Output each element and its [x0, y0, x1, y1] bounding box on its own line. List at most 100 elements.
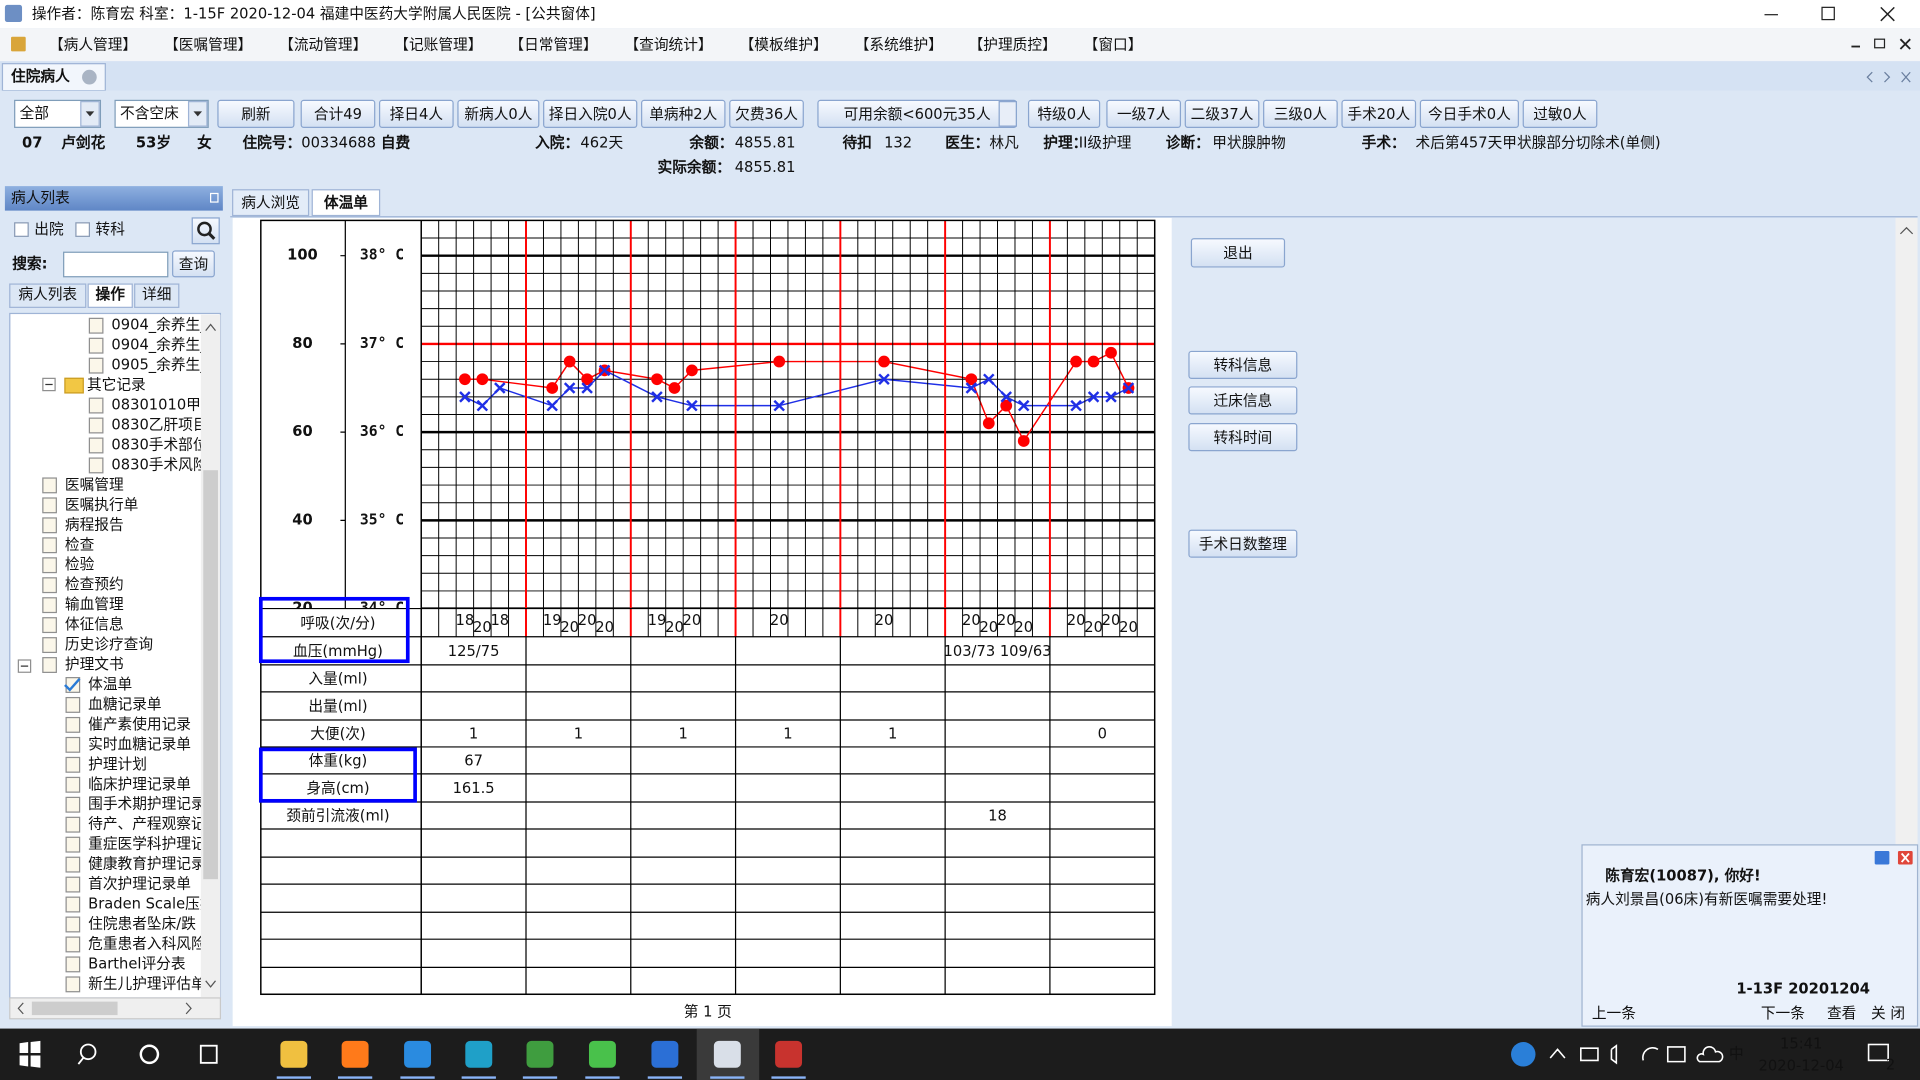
- checkbox[interactable]: [14, 222, 29, 237]
- tree-item[interactable]: 输血管理: [65, 596, 124, 613]
- toolbar-button-label[interactable]: 二级37人: [1191, 106, 1254, 123]
- clock-time[interactable]: 15:41: [1780, 1035, 1822, 1052]
- taskbar-app[interactable]: [465, 1040, 493, 1068]
- toolbar-button-label[interactable]: 合计49: [314, 106, 362, 123]
- task-view-button[interactable]: [199, 1044, 218, 1064]
- toolbar-button[interactable]: [1341, 99, 1417, 128]
- menu-item[interactable]: 【日常管理】: [509, 36, 597, 53]
- tree-item[interactable]: 检查预约: [65, 576, 124, 593]
- toolbar-button[interactable]: [1419, 99, 1519, 128]
- sidebar-tab-label[interactable]: 操作: [96, 285, 126, 303]
- toolbar-button[interactable]: [217, 99, 295, 128]
- menu-item[interactable]: 【记账管理】: [394, 36, 482, 53]
- toolbar-button-label[interactable]: 今日手术0人: [1428, 106, 1511, 123]
- tree-item[interactable]: 围手术期护理记录: [88, 796, 206, 813]
- action-button-label[interactable]: 转科时间: [1213, 429, 1272, 446]
- menu-item[interactable]: 【模板维护】: [740, 35, 828, 53]
- menu-item[interactable]: 【医嘱管理】: [164, 36, 252, 53]
- clock-date[interactable]: 2020-12-04: [1759, 1058, 1844, 1075]
- main-tab-label[interactable]: 体温单: [324, 193, 368, 211]
- tree-item[interactable]: 病程报告: [65, 516, 124, 533]
- tree-item[interactable]: 0830手术部位: [111, 436, 207, 453]
- taskbar-app[interactable]: [526, 1040, 554, 1068]
- tree-item[interactable]: 待产、产程观察记: [88, 815, 206, 833]
- checkbox-label[interactable]: 出院: [34, 220, 64, 238]
- action-button-label[interactable]: 转科信息: [1213, 357, 1272, 374]
- tree-item[interactable]: 其它记录: [87, 376, 146, 394]
- tree-item[interactable]: 0904_余养生_: [111, 336, 208, 354]
- sidebar-pin[interactable]: [210, 192, 219, 203]
- sidebar-tab-label[interactable]: 病人列表: [18, 286, 77, 303]
- tree-item[interactable]: 0904_余养生_: [111, 316, 208, 334]
- tree-item[interactable]: 0830手术风险: [111, 456, 207, 473]
- tree-item[interactable]: 重症医学科护理记: [88, 836, 206, 853]
- tree-item[interactable]: 护理文书: [65, 656, 124, 673]
- tree-item[interactable]: 0905_余养生_: [111, 356, 208, 374]
- tree-item[interactable]: 血糖记录单: [88, 696, 161, 713]
- menu-item[interactable]: 【护理质控】: [969, 36, 1057, 53]
- action-button[interactable]: [1188, 423, 1298, 452]
- toolbar-button[interactable]: [1522, 99, 1598, 128]
- toolbar-button[interactable]: [729, 99, 804, 128]
- tree-item[interactable]: 催产素使用记录: [88, 716, 191, 733]
- combo-value[interactable]: 全部: [20, 104, 49, 122]
- close-icon[interactable]: [1880, 6, 1895, 22]
- tree-item[interactable]: 0830乙肝项目: [111, 417, 207, 434]
- menu-item[interactable]: 【窗口】: [1084, 35, 1143, 53]
- action-button-label[interactable]: 手术日数整理: [1199, 536, 1287, 553]
- sidebar-tab-label[interactable]: 详细: [142, 286, 171, 303]
- toolbar-button[interactable]: [457, 99, 540, 128]
- doc-tab-close[interactable]: [82, 69, 97, 85]
- taskbar-app[interactable]: [775, 1040, 803, 1068]
- toolbar-more[interactable]: [998, 101, 1017, 127]
- tree-item[interactable]: 体温单: [88, 676, 132, 693]
- toolbar-button[interactable]: [1106, 99, 1182, 128]
- notification-link[interactable]: 查看: [1827, 1005, 1856, 1022]
- action-button[interactable]: [1190, 238, 1286, 268]
- notification-min[interactable]: [1874, 851, 1890, 865]
- toolbar-button-label[interactable]: 单病种2人: [649, 106, 717, 123]
- taskbar-app[interactable]: [280, 1040, 308, 1068]
- notification-badge[interactable]: 2: [1886, 1056, 1895, 1073]
- action-button[interactable]: [1188, 386, 1298, 415]
- tree-item[interactable]: 08301010甲状: [111, 397, 215, 414]
- toolbar-button-label[interactable]: 择日入院0人: [549, 105, 632, 123]
- tree-item[interactable]: 历史诊疗查询: [65, 636, 153, 653]
- taskbar-app[interactable]: [588, 1040, 616, 1068]
- toolbar-button-label[interactable]: 手术20人: [1347, 106, 1410, 123]
- menu-item[interactable]: 【病人管理】: [49, 36, 137, 53]
- action-button[interactable]: [1188, 529, 1298, 558]
- toolbar-button[interactable]: [378, 99, 454, 128]
- tree-item[interactable]: Barthel评分表: [88, 955, 186, 972]
- sidebar-tab[interactable]: [9, 283, 87, 308]
- search-button[interactable]: [79, 1043, 97, 1061]
- tree-item[interactable]: 护理计划: [88, 756, 147, 773]
- tree-item[interactable]: 医嘱管理: [65, 476, 124, 493]
- tree-item[interactable]: 检查: [65, 536, 95, 553]
- search-button-label[interactable]: 查询: [179, 256, 208, 273]
- toolbar-button[interactable]: [543, 99, 638, 128]
- action-button-label[interactable]: 迁床信息: [1213, 393, 1272, 410]
- menu-item[interactable]: 【系统维护】: [855, 36, 943, 53]
- toolbar-button[interactable]: [1184, 99, 1260, 128]
- taskbar-app[interactable]: [713, 1040, 741, 1068]
- tree-item[interactable]: 医嘱执行单: [65, 496, 138, 513]
- cortana-button[interactable]: [139, 1044, 160, 1065]
- doc-tab[interactable]: [1, 63, 106, 92]
- toolbar-button[interactable]: [300, 99, 376, 128]
- taskbar-app[interactable]: [341, 1040, 369, 1068]
- toolbar-button[interactable]: [1263, 99, 1338, 128]
- tree-item[interactable]: 实时血糖记录单: [88, 736, 191, 753]
- tree-item[interactable]: 临床护理记录单: [88, 776, 191, 793]
- doc-tab-label[interactable]: 住院病人: [11, 67, 70, 85]
- toolbar-button-label[interactable]: 三级0人: [1274, 106, 1328, 123]
- toolbar-button[interactable]: [641, 99, 726, 128]
- main-tab-label[interactable]: 病人浏览: [241, 194, 300, 211]
- tray-icons[interactable]: [1549, 1044, 1724, 1065]
- notification-link[interactable]: 关 闭: [1871, 1005, 1905, 1022]
- checkbox-label[interactable]: 转科: [96, 221, 126, 238]
- taskbar-app[interactable]: [404, 1040, 432, 1068]
- tree-item[interactable]: 新生儿护理评估单: [88, 975, 206, 992]
- notification-link[interactable]: 下一条: [1761, 1005, 1805, 1022]
- combo-value[interactable]: 不含空床: [120, 105, 179, 122]
